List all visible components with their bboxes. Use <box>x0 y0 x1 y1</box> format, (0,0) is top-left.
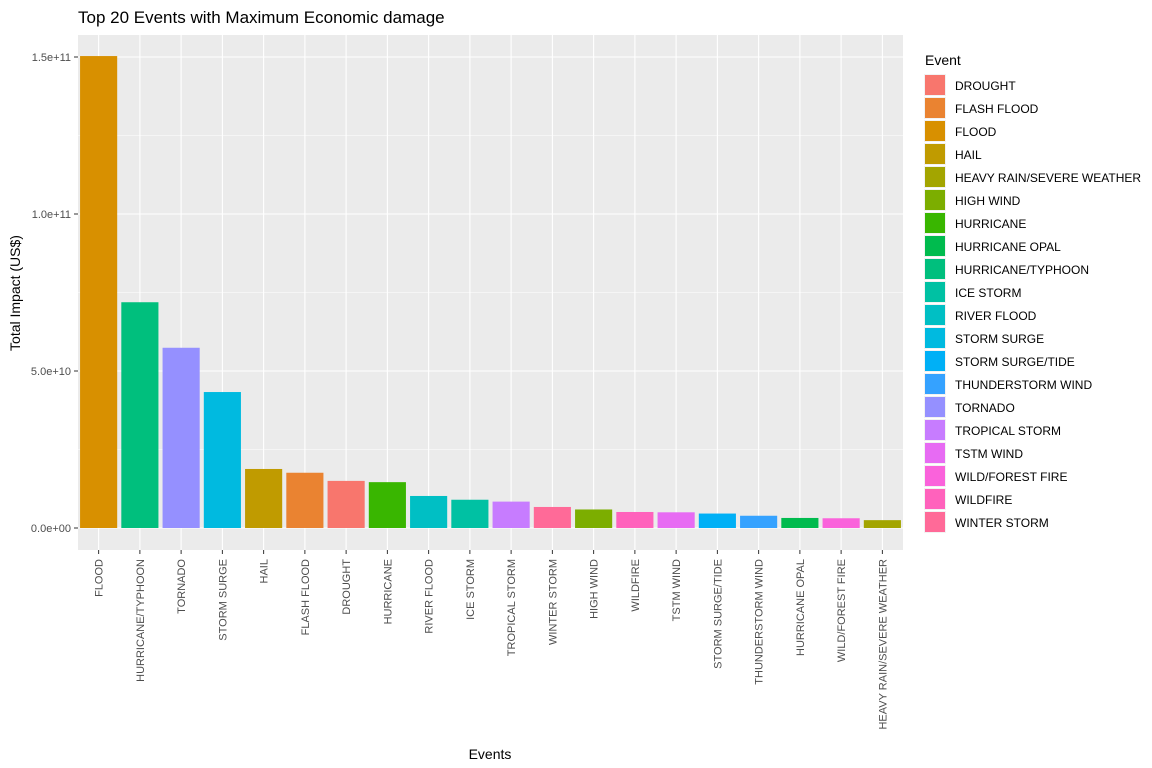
legend-swatch <box>925 305 945 325</box>
y-tick-label: 0.0e+00 <box>31 523 71 535</box>
y-axis-title: Total Impact (US$) <box>7 235 23 351</box>
bar-tornado <box>162 347 200 528</box>
legend-swatch <box>925 190 945 210</box>
legend-swatch <box>925 420 945 440</box>
bar-thunderstorm-wind <box>740 515 778 528</box>
legend-label: FLOOD <box>955 125 997 139</box>
legend-label: FLASH FLOOD <box>955 102 1039 116</box>
legend-label: TROPICAL STORM <box>955 424 1061 438</box>
bar-river-flood <box>410 495 448 528</box>
legend-label: TSTM WIND <box>955 447 1023 461</box>
legend-swatch <box>925 328 945 348</box>
legend-swatch <box>925 397 945 417</box>
bar-tstm-wind <box>657 512 695 528</box>
x-axis-title: Events <box>469 746 512 762</box>
chart-title: Top 20 Events with Maximum Economic dama… <box>78 8 445 27</box>
legend-swatch <box>925 489 945 509</box>
bar-storm-surge-tide <box>698 513 736 528</box>
legend-label: WINTER STORM <box>955 516 1049 530</box>
x-tick-label: HURRICANE OPAL <box>795 559 807 656</box>
bar-high-wind <box>575 509 613 528</box>
legend-swatch <box>925 236 945 256</box>
bar-winter-storm <box>533 506 571 528</box>
x-tick-label: HURRICANE <box>382 559 394 624</box>
x-tick-label: STORM SURGE/TIDE <box>712 559 724 669</box>
bar-hail <box>245 468 283 528</box>
legend-label: TORNADO <box>955 401 1015 415</box>
legend-label: HURRICANE <box>955 217 1026 231</box>
x-tick-label: WILD/FOREST FIRE <box>836 559 848 662</box>
legend: Event DROUGHT FLASH FLOOD FLOOD HAIL HEAVY R… <box>924 52 1141 533</box>
x-tick-label: STORM SURGE <box>217 559 229 641</box>
bar-ice-storm <box>451 499 489 528</box>
bar-hurricane-typhoon <box>121 302 159 528</box>
legend-label: HURRICANE/TYPHOON <box>955 263 1089 277</box>
legend-swatch <box>925 98 945 118</box>
legend-swatch <box>925 213 945 233</box>
legend-swatch <box>925 75 945 95</box>
x-tick-label: DROUGHT <box>341 559 353 615</box>
x-tick-label: ICE STORM <box>465 559 477 620</box>
bar-hurricane-opal <box>781 517 819 528</box>
bar-wild-forest-fire <box>822 518 860 528</box>
legend-label: HEAVY RAIN/SEVERE WEATHER <box>955 171 1141 185</box>
bars <box>80 56 901 529</box>
legend-label: DROUGHT <box>955 79 1016 93</box>
bar-tropical-storm <box>492 501 530 528</box>
legend-swatch <box>925 351 945 371</box>
x-tick-label: TROPICAL STORM <box>506 559 518 656</box>
legend-swatch <box>925 121 945 141</box>
legend-label: HURRICANE OPAL <box>955 240 1061 254</box>
x-tick-label: RIVER FLOOD <box>424 559 436 634</box>
bar-flood <box>80 56 118 529</box>
y-tick-label: 1.5e+11 <box>32 52 71 64</box>
x-tick-label: TORNADO <box>176 559 188 614</box>
legend-label: RIVER FLOOD <box>955 309 1037 323</box>
legend-label: THUNDERSTORM WIND <box>955 378 1092 392</box>
legend-label: STORM SURGE/TIDE <box>955 355 1075 369</box>
x-tick-label: WINTER STORM <box>547 559 559 645</box>
bar-flash-flood <box>286 472 324 528</box>
y-tick-label: 1.0e+11 <box>32 209 71 221</box>
x-tick-label: TSTM WIND <box>671 559 683 621</box>
legend-title: Event <box>925 52 961 68</box>
legend-swatch <box>925 167 945 187</box>
y-axis: 0.0e+00 5.0e+10 1.0e+11 1.5e+11 <box>31 52 78 535</box>
x-axis: FLOOD HURRICANE/TYPHOON TORNADO STORM SURGE… <box>94 550 889 730</box>
bar-storm-surge <box>203 392 241 528</box>
legend-swatch <box>925 144 945 164</box>
legend-label: WILDFIRE <box>955 493 1012 507</box>
legend-swatch <box>925 512 945 532</box>
x-tick-label: FLASH FLOOD <box>300 559 312 635</box>
legend-swatch <box>925 259 945 279</box>
x-tick-label: HIGH WIND <box>589 559 601 619</box>
x-tick-label: FLOOD <box>94 559 106 597</box>
x-tick-label: HAIL <box>259 559 271 583</box>
x-tick-label: WILDFIRE <box>630 559 642 612</box>
legend-label: HIGH WIND <box>955 194 1021 208</box>
x-tick-label: THUNDERSTORM WIND <box>754 559 766 685</box>
legend-swatch <box>925 443 945 463</box>
legend-label: STORM SURGE <box>955 332 1044 346</box>
legend-label: WILD/FOREST FIRE <box>955 470 1067 484</box>
bar-hurricane <box>368 482 406 528</box>
legend-label: HAIL <box>955 148 982 162</box>
bar-wildfire <box>616 511 654 528</box>
legend-swatch <box>925 466 945 486</box>
legend-swatch <box>925 374 945 394</box>
x-tick-label: HURRICANE/TYPHOON <box>135 559 147 682</box>
legend-swatch <box>925 282 945 302</box>
x-tick-label: HEAVY RAIN/SEVERE WEATHER <box>877 559 889 730</box>
legend-label: ICE STORM <box>955 286 1021 300</box>
bar-heavy-rain-severe-weather <box>863 520 901 528</box>
bar-drought <box>327 480 365 528</box>
y-tick-label: 5.0e+10 <box>31 366 71 378</box>
